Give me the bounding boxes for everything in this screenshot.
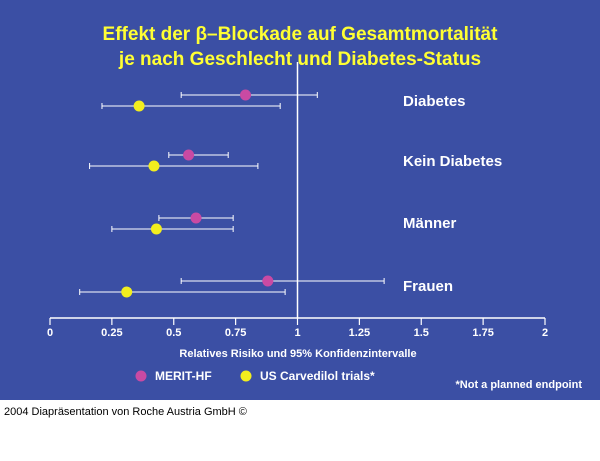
forest-plot: 0 0.25 0.5 0.75 1 1.25 1.5 1.75 2 Relatives Risik… [47,62,583,391]
x-tick-label: 0.25 [101,327,122,339]
legend-marker [240,370,252,382]
x-tick-label: 1.75 [472,327,493,339]
point-marker [150,223,162,235]
x-tick-label: 1.25 [349,327,370,339]
category-label: Männer [403,215,457,232]
legend-label: US Carvedilol trials* [260,369,375,383]
point-marker [190,212,202,224]
x-axis-label: Relatives Risiko und 95% Konfidenzinterv… [179,348,416,360]
point-marker [121,286,133,298]
point-marker [133,100,145,112]
x-tick-label: 0.5 [166,327,181,339]
legend-label: MERIT-HF [155,369,212,383]
category-label: Kein Diabetes [403,153,502,170]
x-tick-label: 2 [542,327,548,339]
x-tick-label: 0 [47,327,53,339]
category-label: Diabetes [403,93,466,110]
x-tick-label: 1 [294,327,300,339]
x-tick-label: 1.5 [414,327,429,339]
legend-marker [135,370,147,382]
category-label: Frauen [403,278,453,295]
footer-copyright: 2004 Diapräsentation von Roche Austria G… [4,406,247,418]
point-marker [240,89,252,101]
chart-title-line-1: Effekt der β–Blockade auf Gesamtmortalit… [102,24,498,45]
footnote-annotation: *Not a planned endpoint [456,379,583,391]
x-tick-label: 0.75 [225,327,246,339]
point-marker [262,275,274,287]
slide-background: Effekt der β–Blockade auf Gesamtmortalit… [0,0,600,400]
chart-title-line-2: je nach Geschlecht und Diabetes-Status [118,49,482,70]
point-marker [148,160,160,172]
point-marker [183,149,195,161]
